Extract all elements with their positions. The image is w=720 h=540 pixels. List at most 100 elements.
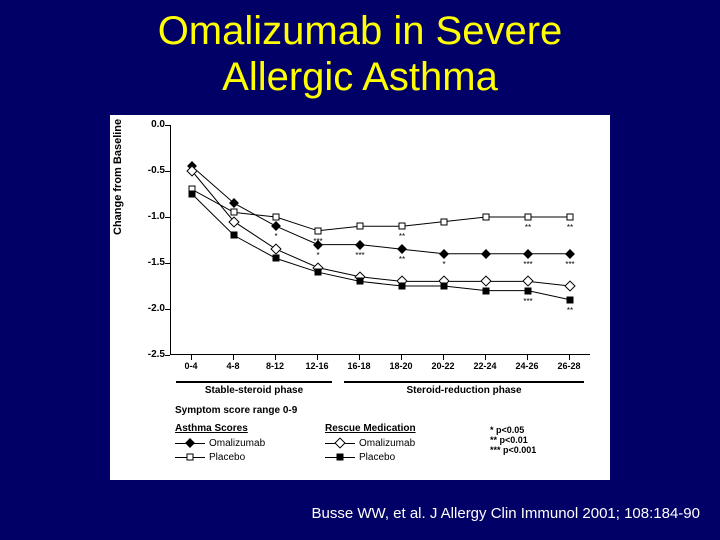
marker-asthma_placebo bbox=[231, 209, 238, 216]
sig-label: * bbox=[274, 232, 277, 241]
legend-row: Omalizumab bbox=[325, 436, 416, 450]
title-line1: Omalizumab in Severe bbox=[158, 9, 563, 53]
legend-rescue-title: Rescue Medication bbox=[325, 423, 416, 434]
ytick-mark bbox=[165, 309, 170, 310]
xtick-label: 4-8 bbox=[218, 361, 248, 371]
marker-rescue_placebo bbox=[567, 296, 574, 303]
sig-label: ** bbox=[525, 223, 531, 232]
marker-rescue_placebo bbox=[483, 287, 490, 294]
xtick-mark bbox=[401, 355, 402, 360]
marker-rescue_placebo bbox=[231, 232, 238, 239]
xtick-mark bbox=[317, 355, 318, 360]
legend-line bbox=[175, 457, 205, 458]
legend-rescue: Rescue Medication Omalizumab Placebo bbox=[325, 423, 416, 464]
ytick-label: -2.5 bbox=[135, 349, 165, 360]
slide-title: Omalizumab in Severe Allergic Asthma bbox=[0, 0, 720, 100]
phase1-line bbox=[176, 381, 332, 383]
sig-level: ** p<0.01 bbox=[490, 435, 536, 445]
marker-asthma_placebo bbox=[525, 214, 532, 221]
marker-rescue_placebo bbox=[399, 283, 406, 290]
phase1-label: Stable-steroid phase bbox=[176, 385, 332, 396]
chart-panel: Change from Baseline *******************… bbox=[110, 115, 610, 480]
xtick-mark bbox=[359, 355, 360, 360]
xtick-label: 8-12 bbox=[260, 361, 290, 371]
legend-label: Omalizumab bbox=[209, 438, 265, 449]
xtick-mark bbox=[485, 355, 486, 360]
ytick-label: -1.5 bbox=[135, 257, 165, 268]
marker-asthma_placebo bbox=[567, 214, 574, 221]
marker-rescue_placebo bbox=[441, 283, 448, 290]
marker-rescue_placebo bbox=[525, 287, 532, 294]
sig-level: *** p<0.001 bbox=[490, 445, 536, 455]
sig-label: *** bbox=[565, 260, 574, 269]
sig-label: * bbox=[316, 251, 319, 260]
citation: Busse WW, et al. J Allergy Clin Immunol … bbox=[311, 505, 700, 522]
phase2-line bbox=[344, 381, 584, 383]
sig-level: * p<0.05 bbox=[490, 425, 536, 435]
legend-row: Placebo bbox=[175, 450, 265, 464]
ytick-label: -0.5 bbox=[135, 165, 165, 176]
ytick-mark bbox=[165, 263, 170, 264]
xtick-label: 18-20 bbox=[386, 361, 416, 371]
marker-asthma_placebo bbox=[483, 214, 490, 221]
title-line2: Allergic Asthma bbox=[222, 55, 498, 99]
sig-label: * bbox=[442, 260, 445, 269]
xtick-label: 16-18 bbox=[344, 361, 374, 371]
sig-label: *** bbox=[523, 297, 532, 306]
sig-label: ** bbox=[399, 255, 405, 264]
sig-label: ** bbox=[567, 306, 573, 315]
xtick-label: 24-26 bbox=[512, 361, 542, 371]
sig-label: ** bbox=[273, 223, 279, 232]
phase2-label: Steroid-reduction phase bbox=[344, 385, 584, 396]
legend-label: Omalizumab bbox=[359, 438, 415, 449]
xtick-mark bbox=[443, 355, 444, 360]
legend-row: Placebo bbox=[325, 450, 416, 464]
ytick-label: 0.0 bbox=[135, 119, 165, 130]
legend-line bbox=[325, 443, 355, 444]
series-line-asthma_placebo bbox=[192, 189, 570, 230]
ytick-mark bbox=[165, 217, 170, 218]
marker-asthma_placebo bbox=[399, 223, 406, 230]
ytick-mark bbox=[165, 171, 170, 172]
symptom-range-text: Symptom score range 0-9 bbox=[175, 405, 297, 416]
marker-rescue_placebo bbox=[357, 278, 364, 285]
ytick-mark bbox=[165, 355, 170, 356]
plot-area: ****************************** bbox=[170, 125, 590, 355]
marker-rescue_placebo bbox=[315, 269, 322, 276]
xtick-label: 20-22 bbox=[428, 361, 458, 371]
marker-rescue_placebo bbox=[189, 191, 196, 198]
xtick-label: 12-16 bbox=[302, 361, 332, 371]
legend-row: Omalizumab bbox=[175, 436, 265, 450]
sig-label: *** bbox=[355, 251, 364, 260]
xtick-label: 26-28 bbox=[554, 361, 584, 371]
legend-marker bbox=[337, 453, 344, 460]
xtick-label: 22-24 bbox=[470, 361, 500, 371]
legend-line bbox=[175, 443, 205, 444]
xtick-mark bbox=[569, 355, 570, 360]
legend-label: Placebo bbox=[359, 452, 395, 463]
legend-asthma: Asthma Scores Omalizumab Placebo bbox=[175, 423, 265, 464]
legend-asthma-title: Asthma Scores bbox=[175, 423, 265, 434]
sig-label: *** bbox=[523, 260, 532, 269]
marker-asthma_placebo bbox=[273, 214, 280, 221]
xtick-mark bbox=[233, 355, 234, 360]
xtick-mark bbox=[527, 355, 528, 360]
legend-marker bbox=[185, 438, 195, 448]
marker-asthma_placebo bbox=[441, 218, 448, 225]
sig-label: *** bbox=[313, 237, 322, 246]
ytick-mark bbox=[165, 125, 170, 126]
xtick-mark bbox=[191, 355, 192, 360]
sig-label: ** bbox=[567, 223, 573, 232]
sig-label: ** bbox=[399, 232, 405, 241]
ytick-label: -2.0 bbox=[135, 303, 165, 314]
xtick-label: 0-4 bbox=[176, 361, 206, 371]
legend-label: Placebo bbox=[209, 452, 245, 463]
marker-asthma_placebo bbox=[357, 223, 364, 230]
xtick-mark bbox=[275, 355, 276, 360]
marker-asthma_placebo bbox=[315, 227, 322, 234]
legend-marker bbox=[334, 437, 345, 448]
significance-key: * p<0.05** p<0.01*** p<0.001 bbox=[490, 425, 536, 455]
ytick-label: -1.0 bbox=[135, 211, 165, 222]
y-axis-label: Change from Baseline bbox=[112, 119, 124, 235]
legend-marker bbox=[187, 453, 194, 460]
